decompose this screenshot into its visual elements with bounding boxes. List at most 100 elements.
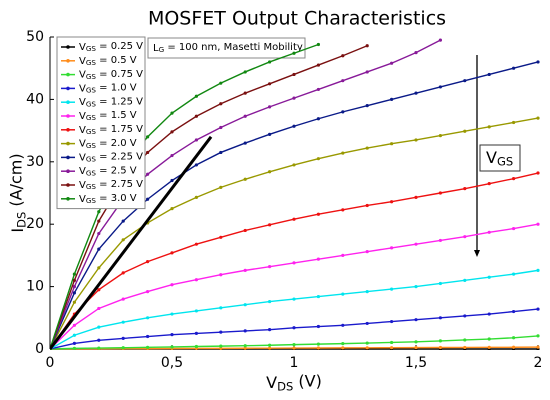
data-point [341,151,345,155]
data-point [487,345,491,349]
annotation-box [479,144,521,172]
data-point [97,210,101,214]
arrow-head [474,250,480,257]
data-point [536,307,540,311]
data-point [341,346,345,350]
data-point [390,246,394,250]
data-point [292,72,296,77]
data-point [292,261,296,265]
data-point [536,268,540,272]
data-point [97,338,101,342]
data-point [414,51,418,55]
data-point [316,117,320,121]
data-point [219,330,223,334]
data-point [292,51,296,55]
data-point [72,333,76,337]
x-tick-label: 0 [46,355,55,371]
data-point [194,331,198,335]
x-axis-title: VDS (V) [266,371,322,393]
data-point [390,61,394,65]
data-point [72,300,76,304]
data-point [316,257,320,261]
data-point [97,247,101,251]
data-point [72,323,76,327]
data-point [243,346,247,350]
legend-marker [66,86,70,91]
data-point [121,346,125,350]
data-point [341,323,345,327]
data-point [219,81,223,85]
data-point [243,228,247,233]
data-point [72,346,76,350]
data-point [316,42,320,47]
data-point [414,318,418,322]
data-point [170,130,174,134]
data-point [243,70,247,74]
data-point [219,125,223,130]
data-point [268,105,272,109]
legend-label: VGS = 2.5 V [79,165,137,177]
legend-label: VGS = 0.25 V [79,41,143,53]
x-tick-label: 0,5 [161,355,183,371]
legend-label: VGS = 2.75 V [79,179,143,191]
y-tick-label: 30 [26,154,44,170]
data-point [146,345,150,349]
data-point [194,138,198,142]
data-point [536,116,540,120]
y-axis-title: IDS (A/cm) [6,153,28,232]
data-point [97,231,101,236]
data-point [487,275,491,279]
data-point [365,203,369,208]
data-point [536,334,540,338]
data-point [194,242,198,246]
x-tick-label: 2 [534,355,543,371]
data-point [316,63,320,67]
data-point [390,340,394,345]
legend-marker [66,100,70,104]
legend-marker [66,141,70,146]
legend-marker [66,114,70,118]
data-point [463,129,467,133]
data-point [438,238,442,243]
data-point [511,177,516,181]
data-point [316,342,320,346]
annotation-box [147,37,306,59]
data-point [121,336,125,340]
data-point [365,289,369,294]
data-point [219,346,223,350]
data-point [487,337,491,341]
data-point [72,341,76,345]
data-point [121,219,125,223]
data-point [341,292,345,296]
data-point [414,242,418,246]
data-point [292,346,296,350]
data-point [438,85,442,89]
data-point [316,157,320,161]
data-point [268,60,272,64]
data-point [146,150,150,155]
legend-label: VGS = 2.0 V [79,138,137,150]
annotation: VGS [486,148,513,168]
data-point [243,329,247,333]
data-point [243,141,247,145]
data-point [219,102,223,106]
data-point [170,333,174,337]
data-point [194,344,198,349]
data-point [511,336,516,340]
legend-marker [66,155,70,160]
data-point [292,297,296,301]
legend-marker [66,183,70,187]
plot-area [50,38,540,350]
data-point [170,111,174,115]
data-point [194,94,198,98]
data-point [268,132,272,136]
data-point [243,268,247,272]
data-point [97,306,101,311]
data-point [146,260,150,264]
data-point [390,287,394,291]
data-point [170,178,174,183]
legend-marker [66,59,70,63]
data-point [97,219,101,223]
data-point [438,191,442,195]
